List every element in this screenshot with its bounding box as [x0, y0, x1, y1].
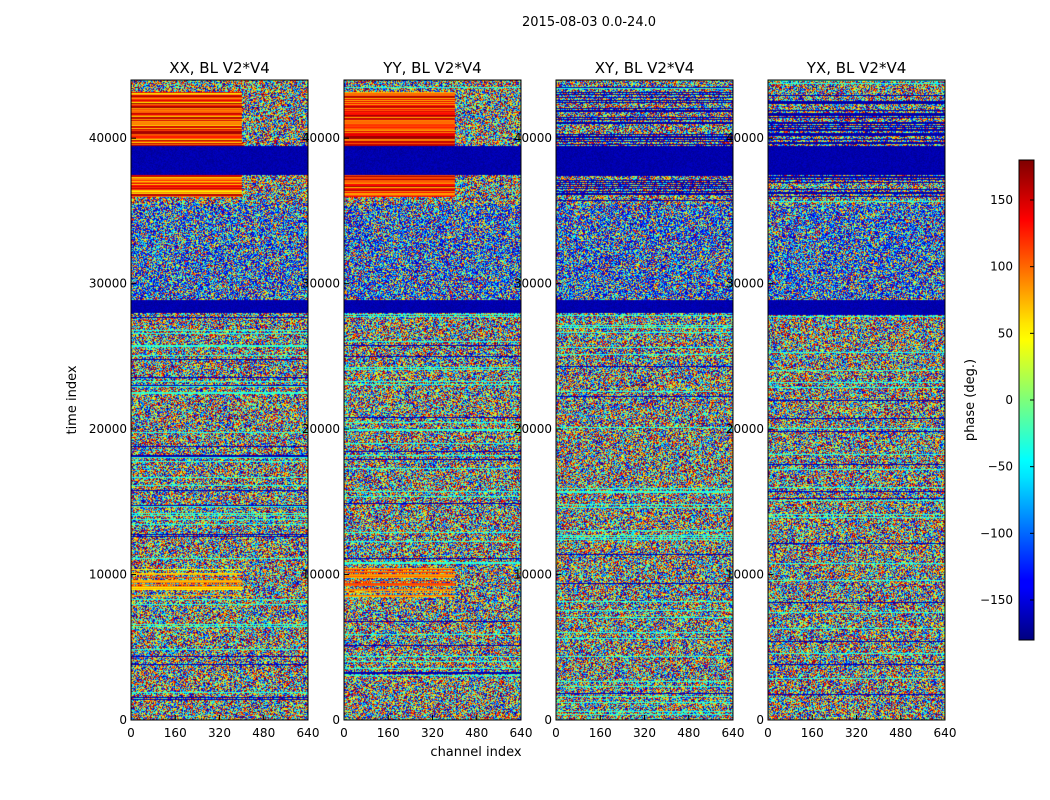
- heatmap-yy: [344, 80, 521, 720]
- x-tick-label: 0: [764, 726, 772, 740]
- y-tick-label: 40000: [726, 131, 764, 145]
- x-tick-label: 320: [208, 726, 231, 740]
- y-tick-label: 30000: [89, 277, 127, 291]
- panel-title: XX, BL V2*V4: [169, 59, 270, 77]
- y-tick-label: 20000: [302, 422, 340, 436]
- y-tick-label: 0: [119, 713, 127, 727]
- y-tick-label: 40000: [514, 131, 552, 145]
- panel-title: YX, BL V2*V4: [806, 59, 907, 77]
- panel-title: XY, BL V2*V4: [595, 59, 695, 77]
- y-tick-label: 20000: [514, 422, 552, 436]
- y-tick-label: 10000: [514, 568, 552, 582]
- x-tick-label: 640: [510, 726, 533, 740]
- x-tick-label: 320: [633, 726, 656, 740]
- x-tick-label: 0: [552, 726, 560, 740]
- colorbar-ticks: −150 −100 −50 0 50 100 150: [980, 193, 1034, 607]
- x-tick-label: 640: [934, 726, 957, 740]
- x-tick-label: 480: [252, 726, 275, 740]
- x-tick-label: 0: [127, 726, 135, 740]
- x-tick-label: 320: [421, 726, 444, 740]
- y-axis-label: time index: [65, 365, 80, 434]
- x-tick-label: 480: [465, 726, 488, 740]
- y-tick-label: 0: [756, 713, 764, 727]
- x-tick-label: 640: [297, 726, 320, 740]
- heatmap-xx: [131, 80, 308, 720]
- x-tick-label: 160: [164, 726, 187, 740]
- y-tick-label: 0: [544, 713, 552, 727]
- panel-xy: XY, BL V2*V4 0 160 320 480 640 0 10000 20000 3000…: [514, 59, 745, 740]
- y-tick-label: 40000: [302, 131, 340, 145]
- y-tick-label: 20000: [89, 422, 127, 436]
- y-tick-label: 30000: [726, 277, 764, 291]
- y-tick-label: 30000: [302, 277, 340, 291]
- heatmap-yx: [768, 80, 945, 720]
- y-tick-label: 20000: [726, 422, 764, 436]
- x-tick-label: 320: [845, 726, 868, 740]
- colorbar-tick-label: 0: [1005, 393, 1013, 407]
- colorbar-tick-label: 150: [990, 193, 1013, 207]
- x-tick-label: 640: [722, 726, 745, 740]
- colorbar: −150 −100 −50 0 50 100 150 phase (deg.): [963, 159, 1035, 641]
- x-tick-label: 160: [801, 726, 824, 740]
- colorbar-tick-label: 100: [990, 260, 1013, 274]
- colorbar-label: phase (deg.): [963, 359, 978, 441]
- y-tick-label: 0: [332, 713, 340, 727]
- panel-title: YY, BL V2*V4: [382, 59, 481, 77]
- y-tick-label: 10000: [89, 568, 127, 582]
- x-axis-label: channel index: [430, 745, 521, 760]
- x-tick-label: 160: [377, 726, 400, 740]
- colorbar-tick-label: −50: [988, 460, 1013, 474]
- x-tick-label: 160: [589, 726, 612, 740]
- heatmap-xy: [556, 80, 733, 720]
- y-tick-label: 40000: [89, 131, 127, 145]
- panel-xx: XX, BL V2*V4 0 160 320 480 640 0 10000 20000 3000…: [89, 59, 320, 740]
- figure-suptitle: 2015-08-03 0.0-24.0: [522, 15, 656, 30]
- colorbar-tick-label: −100: [980, 526, 1013, 540]
- colorbar-tick-label: −150: [980, 593, 1013, 607]
- y-tick-label: 30000: [514, 277, 552, 291]
- panel-yx: YX, BL V2*V4 0 160 320 480 640 0 10000 20000 3000…: [726, 59, 957, 740]
- panels: XX, BL V2*V4 0 160 320 480 640 0 10000 20000 3000…: [89, 59, 957, 740]
- y-tick-label: 10000: [726, 568, 764, 582]
- x-tick-label: 480: [677, 726, 700, 740]
- x-tick-label: 0: [340, 726, 348, 740]
- y-tick-label: 10000: [302, 568, 340, 582]
- colorbar-tick-label: 50: [998, 326, 1013, 340]
- panel-yy: YY, BL V2*V4 0 160 320 480 640 0 10000 20000 3000…: [302, 59, 533, 740]
- x-tick-label: 480: [889, 726, 912, 740]
